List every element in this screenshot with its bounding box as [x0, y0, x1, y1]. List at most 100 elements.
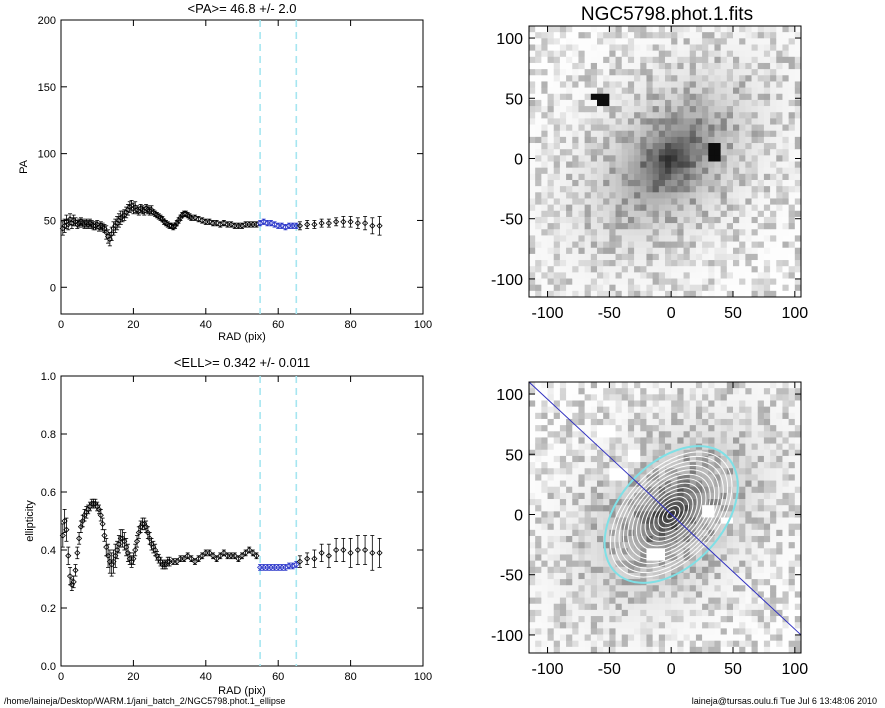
image-pixel	[597, 425, 604, 432]
image-pixel	[609, 124, 616, 132]
image-pixel	[535, 505, 542, 512]
image-pixel	[597, 646, 604, 654]
image-pixel	[547, 603, 555, 611]
image-pixel	[603, 492, 610, 500]
image-pixel	[788, 124, 796, 132]
image-pixel	[640, 523, 647, 531]
image-pixel	[584, 223, 592, 230]
image-pixel	[603, 388, 610, 395]
image-pixel	[578, 634, 586, 642]
image-pixel	[609, 26, 616, 33]
image-pixel	[597, 468, 604, 475]
image-pixel	[572, 284, 579, 292]
image-pixel	[702, 646, 709, 654]
image-pixel	[695, 26, 703, 33]
image-pixel	[541, 87, 548, 95]
image-pixel	[609, 474, 616, 481]
image-pixel	[770, 542, 777, 549]
data-point	[132, 546, 139, 554]
image-pixel	[627, 603, 635, 611]
image-pixel	[683, 173, 691, 181]
image-pixel	[640, 173, 647, 181]
image-pixel	[541, 229, 548, 236]
image-pixel	[627, 247, 635, 255]
ellipticity-plot-title: <ELL>= 0.342 +/- 0.011	[174, 355, 310, 370]
image-pixel	[559, 499, 567, 506]
image-pixel	[609, 616, 616, 623]
image-pixel	[597, 124, 604, 132]
image-pixel	[739, 204, 746, 212]
image-pixel	[745, 431, 752, 438]
image-pixel	[553, 462, 561, 469]
image-pixel	[695, 210, 703, 218]
image-pixel	[751, 130, 759, 138]
image-pixel	[615, 56, 623, 64]
image-pixel	[597, 192, 604, 199]
image-pixel	[572, 272, 579, 279]
image-pixel	[757, 87, 765, 95]
image-pixel	[665, 290, 672, 298]
image-pixel	[708, 511, 715, 518]
image-pixel	[547, 579, 555, 586]
image-pixel	[590, 136, 598, 144]
image-pixel	[788, 535, 796, 543]
image-pixel	[646, 93, 654, 101]
image-pixel	[627, 480, 635, 488]
image-pixel	[763, 44, 771, 52]
image-pixel	[739, 603, 746, 611]
image-pixel	[677, 628, 684, 635]
image-pixel	[745, 591, 752, 598]
image-pixel	[782, 449, 790, 457]
image-pixel	[683, 161, 691, 169]
image-pixel	[578, 210, 586, 218]
image-pixel	[646, 591, 654, 598]
image-pixel	[535, 579, 542, 586]
image-pixel	[621, 235, 629, 242]
image-pixel	[646, 266, 654, 273]
image-pixel	[763, 69, 771, 76]
image-pixel	[559, 124, 567, 132]
image-pixel	[782, 382, 790, 389]
image-pixel	[559, 529, 567, 537]
image-pixel	[529, 609, 536, 617]
image-pixel	[776, 192, 783, 199]
image-pixel	[529, 634, 536, 642]
image-pixel	[547, 462, 555, 469]
image-pixel	[770, 167, 777, 175]
image-pixel	[714, 241, 722, 249]
image-pixel	[763, 87, 771, 95]
image-pixel	[590, 542, 598, 549]
image-pixel	[553, 529, 561, 537]
image-pixel	[702, 75, 709, 82]
image-pixel	[726, 50, 734, 58]
image-pixel	[609, 628, 616, 635]
image-pixel	[640, 517, 647, 525]
image-pixel	[726, 382, 734, 389]
image-pixel	[665, 622, 672, 629]
image-pixel	[763, 136, 771, 144]
image-pixel	[578, 622, 586, 629]
image-pixel	[652, 186, 660, 193]
image-pixel	[751, 542, 759, 549]
image-pixel	[757, 179, 765, 187]
image-pixel	[634, 56, 641, 64]
image-pixel	[553, 50, 561, 58]
image-pixel	[733, 474, 740, 481]
image-pixel	[720, 99, 728, 107]
image-pixel	[640, 93, 647, 101]
image-pixel	[553, 32, 561, 39]
image-pixel	[609, 535, 616, 543]
image-pixel	[597, 198, 604, 206]
image-pixel	[757, 62, 765, 70]
image-pixel	[689, 455, 697, 463]
image-pixel	[597, 572, 604, 580]
pa-plot-title: <PA>= 46.8 +/- 2.0	[188, 1, 297, 16]
image-pixel	[751, 216, 759, 224]
image-pixel	[708, 143, 715, 150]
image-pixel	[714, 579, 722, 586]
image-pixel	[708, 106, 715, 113]
image-pixel	[733, 253, 740, 261]
image-pixel	[621, 548, 629, 555]
image-pixel	[745, 437, 752, 444]
image-pixel	[702, 388, 709, 395]
